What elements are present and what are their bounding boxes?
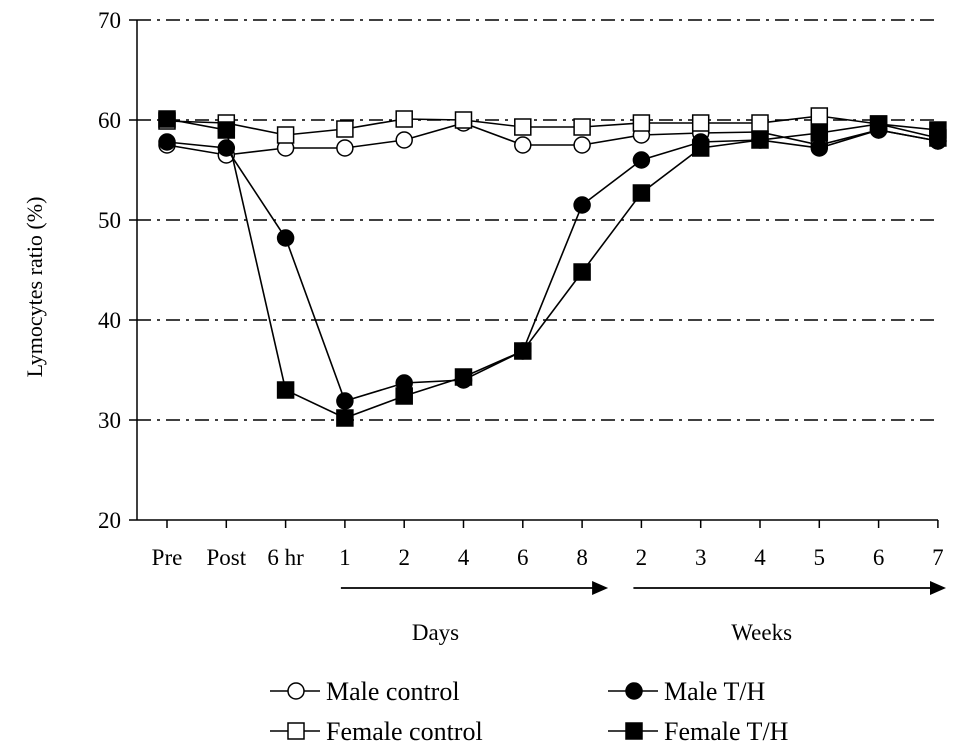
y-tick-label: 60 <box>98 108 121 133</box>
data-point <box>929 121 947 139</box>
legend-marker <box>287 682 305 700</box>
y-tick-label: 30 <box>98 408 121 433</box>
x-tick-label: 5 <box>814 545 826 570</box>
data-point <box>336 139 354 157</box>
y-tick-label: 20 <box>98 508 121 533</box>
data-point <box>276 126 295 144</box>
legend-entry: Female control <box>270 717 483 746</box>
data-point <box>869 115 888 133</box>
data-point <box>810 139 829 157</box>
data-point <box>691 114 710 132</box>
x-tick-label: 2 <box>636 545 648 570</box>
weeks-label: Weeks <box>731 620 792 645</box>
data-point <box>573 263 591 281</box>
data-point <box>336 409 354 427</box>
series-male-t-h <box>158 121 947 410</box>
data-point <box>276 229 295 247</box>
y-tick-labels: 20 30 40 50 60 70 <box>98 8 121 533</box>
legend: Male control Female control Male T/H Female… <box>270 677 789 746</box>
data-point <box>217 121 236 139</box>
legend-label: Female T/H <box>664 717 789 746</box>
weeks-arrow-arrowhead <box>930 581 946 595</box>
legend-label: Female control <box>326 717 483 746</box>
y-tick-label: 70 <box>98 8 121 33</box>
x-tick-label: 7 <box>932 545 944 570</box>
data-point <box>573 136 591 154</box>
days-arrow-arrowhead <box>592 581 609 595</box>
legend-marker <box>625 682 643 700</box>
x-tick-label: 8 <box>576 545 588 570</box>
days-label: Days <box>412 620 459 645</box>
x-tick-label: 6 <box>517 545 529 570</box>
data-point <box>810 124 829 142</box>
data-point <box>751 131 769 149</box>
data-point <box>691 139 710 157</box>
legend-label: Male T/H <box>664 677 766 706</box>
data-point <box>810 107 829 125</box>
series-female-t-h <box>158 110 947 427</box>
series-line <box>166 129 939 402</box>
x-tick-label: 2 <box>398 545 410 570</box>
legend-label: Male control <box>326 677 460 706</box>
x-tick-label: Pre <box>152 545 183 570</box>
x-tick-label: Post <box>206 545 246 570</box>
data-point <box>395 110 413 128</box>
data-point <box>454 111 473 129</box>
series-line <box>166 118 938 419</box>
data-point <box>336 392 354 410</box>
data-point <box>276 381 295 399</box>
data-point <box>336 120 354 138</box>
data-point <box>632 151 651 169</box>
data-point <box>395 131 413 149</box>
data-point <box>573 196 591 214</box>
data-point <box>514 342 532 360</box>
legend-entry: Male control <box>270 677 460 706</box>
data-point <box>751 114 769 132</box>
legend-marker <box>625 722 643 740</box>
data-point <box>514 136 532 154</box>
data-point <box>158 110 176 128</box>
data-point <box>514 118 532 136</box>
x-tick-label: 3 <box>695 545 707 570</box>
data-point <box>395 387 413 405</box>
axes <box>129 19 939 528</box>
x-tick-label: 4 <box>754 545 766 570</box>
data-point <box>573 118 591 136</box>
legend-entry: Female T/H <box>608 717 789 746</box>
y-axis-label: Lymocytes ratio (%) <box>22 197 47 378</box>
y-tick-label: 40 <box>98 308 121 333</box>
period-indicators: Days Weeks <box>340 581 946 645</box>
y-tick-label: 50 <box>98 208 121 233</box>
series-lines <box>158 107 947 427</box>
x-tick-label: 4 <box>458 545 470 570</box>
x-tick-label: 6 <box>873 545 885 570</box>
data-point <box>632 114 651 132</box>
data-point <box>632 184 651 202</box>
legend-entry: Male T/H <box>608 677 766 706</box>
data-point <box>158 133 176 151</box>
x-tick-label: 6 hr <box>267 545 304 570</box>
gridlines <box>137 19 938 421</box>
series-line <box>166 115 939 139</box>
data-point <box>454 368 473 386</box>
series-line <box>166 122 939 156</box>
x-tick-label: 1 <box>339 545 351 570</box>
legend-marker <box>287 722 305 740</box>
x-tick-labels: Pre Post 6 hr 1 2 4 6 8 2 3 4 5 6 7 <box>152 545 944 570</box>
